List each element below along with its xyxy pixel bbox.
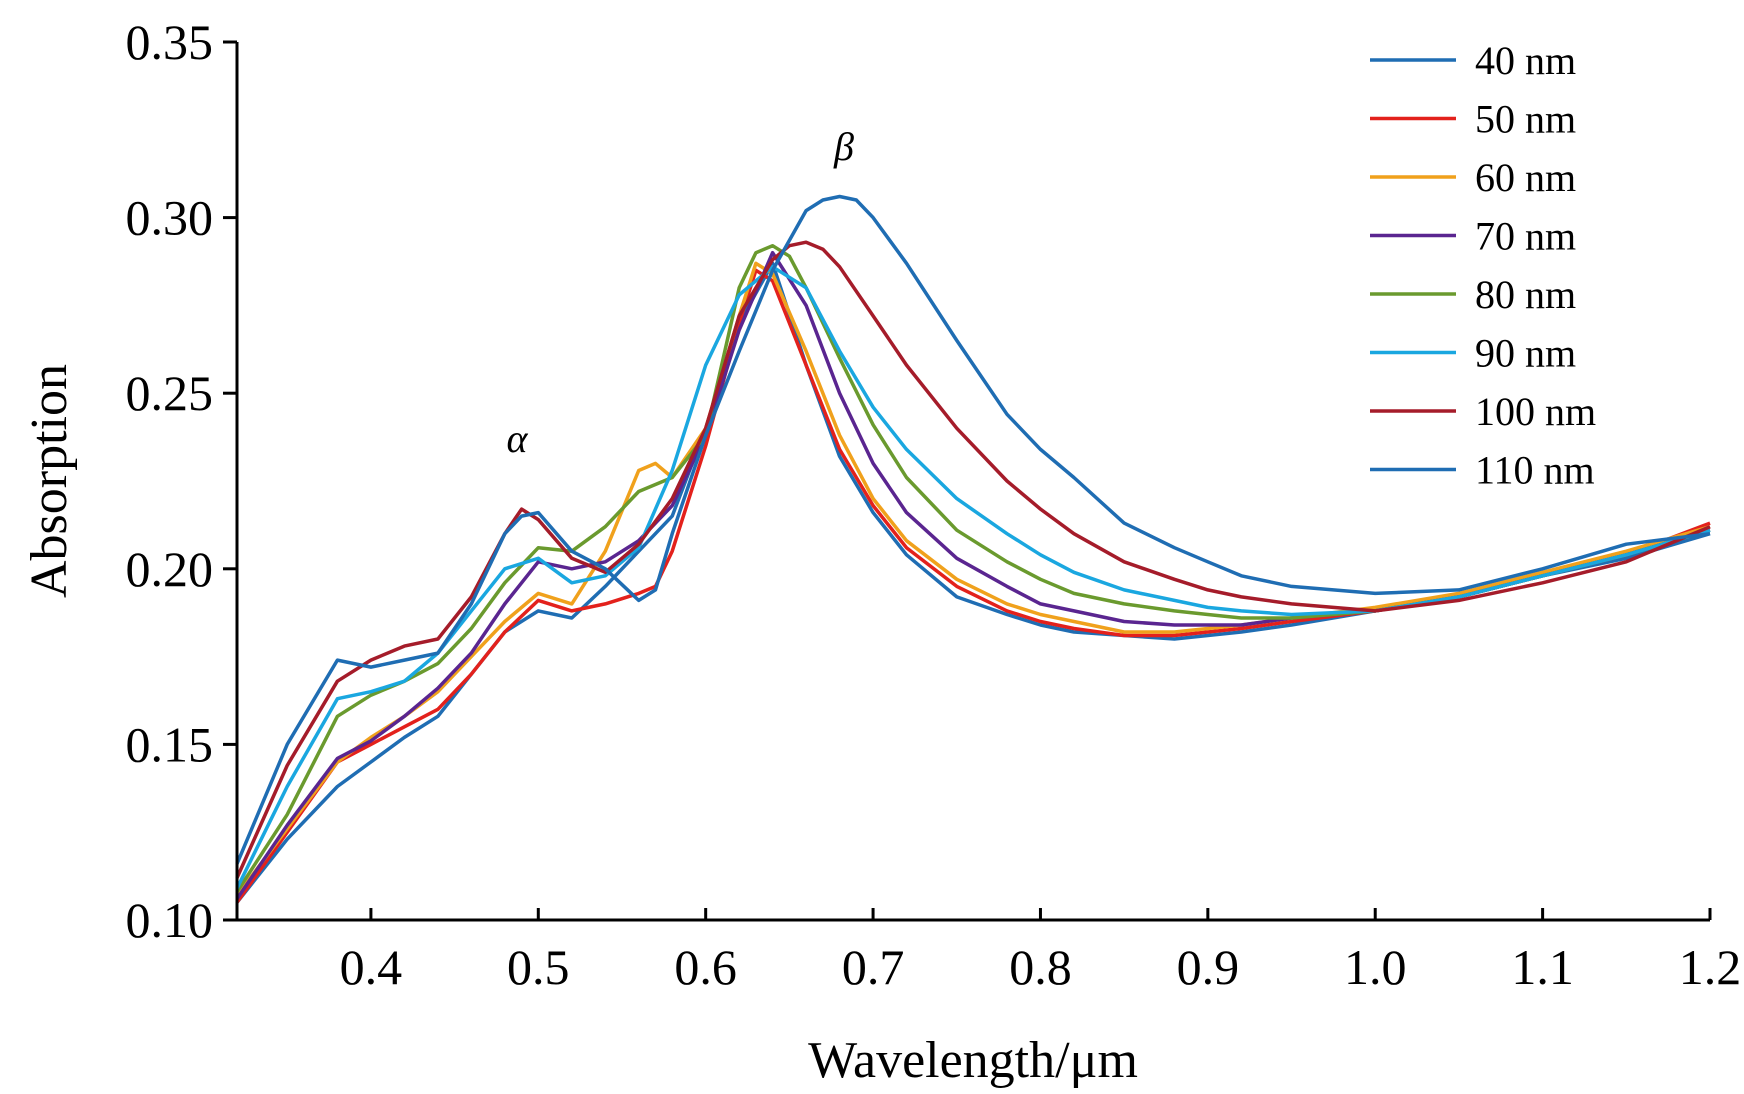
x-tick-label-5: 0.9 — [1177, 939, 1240, 995]
annotation-alpha: α — [507, 416, 529, 461]
y-tick-label-5: 0.35 — [126, 14, 214, 70]
legend-label-0: 40 nm — [1475, 38, 1576, 83]
x-tick-label-6: 1.0 — [1344, 939, 1407, 995]
series-line-6 — [235, 240, 1711, 879]
legend: 40 nm 50 nm 60 nm 70 nm 80 nm 90 nm 100 nm 110 … — [1370, 38, 1596, 493]
x-tick-label-1: 0.5 — [507, 939, 570, 995]
y-tick-label-4: 0.30 — [126, 190, 214, 246]
x-tick-label-3: 0.7 — [842, 939, 905, 995]
legend-label-3: 70 nm — [1475, 214, 1576, 259]
annotations: α β — [507, 124, 855, 461]
series-line-1 — [235, 268, 1711, 904]
series-line-7 — [235, 194, 1711, 865]
x-tick-label-7: 1.1 — [1511, 939, 1574, 995]
series-line-3 — [235, 250, 1711, 900]
y-axis-title: Absorption — [21, 364, 78, 598]
x-tick-label-2: 0.6 — [674, 939, 737, 995]
series-line-4 — [235, 243, 1711, 893]
series-line-5 — [235, 265, 1711, 890]
x-tick-label-8: 1.2 — [1679, 939, 1742, 995]
annotation-beta: β — [833, 124, 854, 169]
y-tick-label-3: 0.25 — [126, 365, 214, 421]
series-layer — [235, 194, 1711, 904]
ticks: 0.4 0.5 0.6 0.7 0.8 0.9 1.0 1.1 1.2 0.10 0.15 0.20 0… — [126, 14, 1742, 995]
axes — [235, 42, 1710, 922]
legend-label-4: 80 nm — [1475, 272, 1576, 317]
x-tick-label-0: 0.4 — [340, 939, 403, 995]
legend-label-7: 110 nm — [1475, 448, 1595, 493]
y-tick-label-1: 0.15 — [126, 716, 214, 772]
y-tick-label-0: 0.10 — [126, 892, 214, 948]
x-axis-title: Wavelength/μm — [808, 1032, 1138, 1089]
legend-label-1: 50 nm — [1475, 97, 1576, 142]
y-tick-label-2: 0.20 — [126, 541, 214, 597]
x-tick-label-4: 0.8 — [1009, 939, 1072, 995]
legend-label-6: 100 nm — [1475, 389, 1596, 434]
legend-label-5: 90 nm — [1475, 331, 1576, 376]
legend-label-2: 60 nm — [1475, 155, 1576, 200]
